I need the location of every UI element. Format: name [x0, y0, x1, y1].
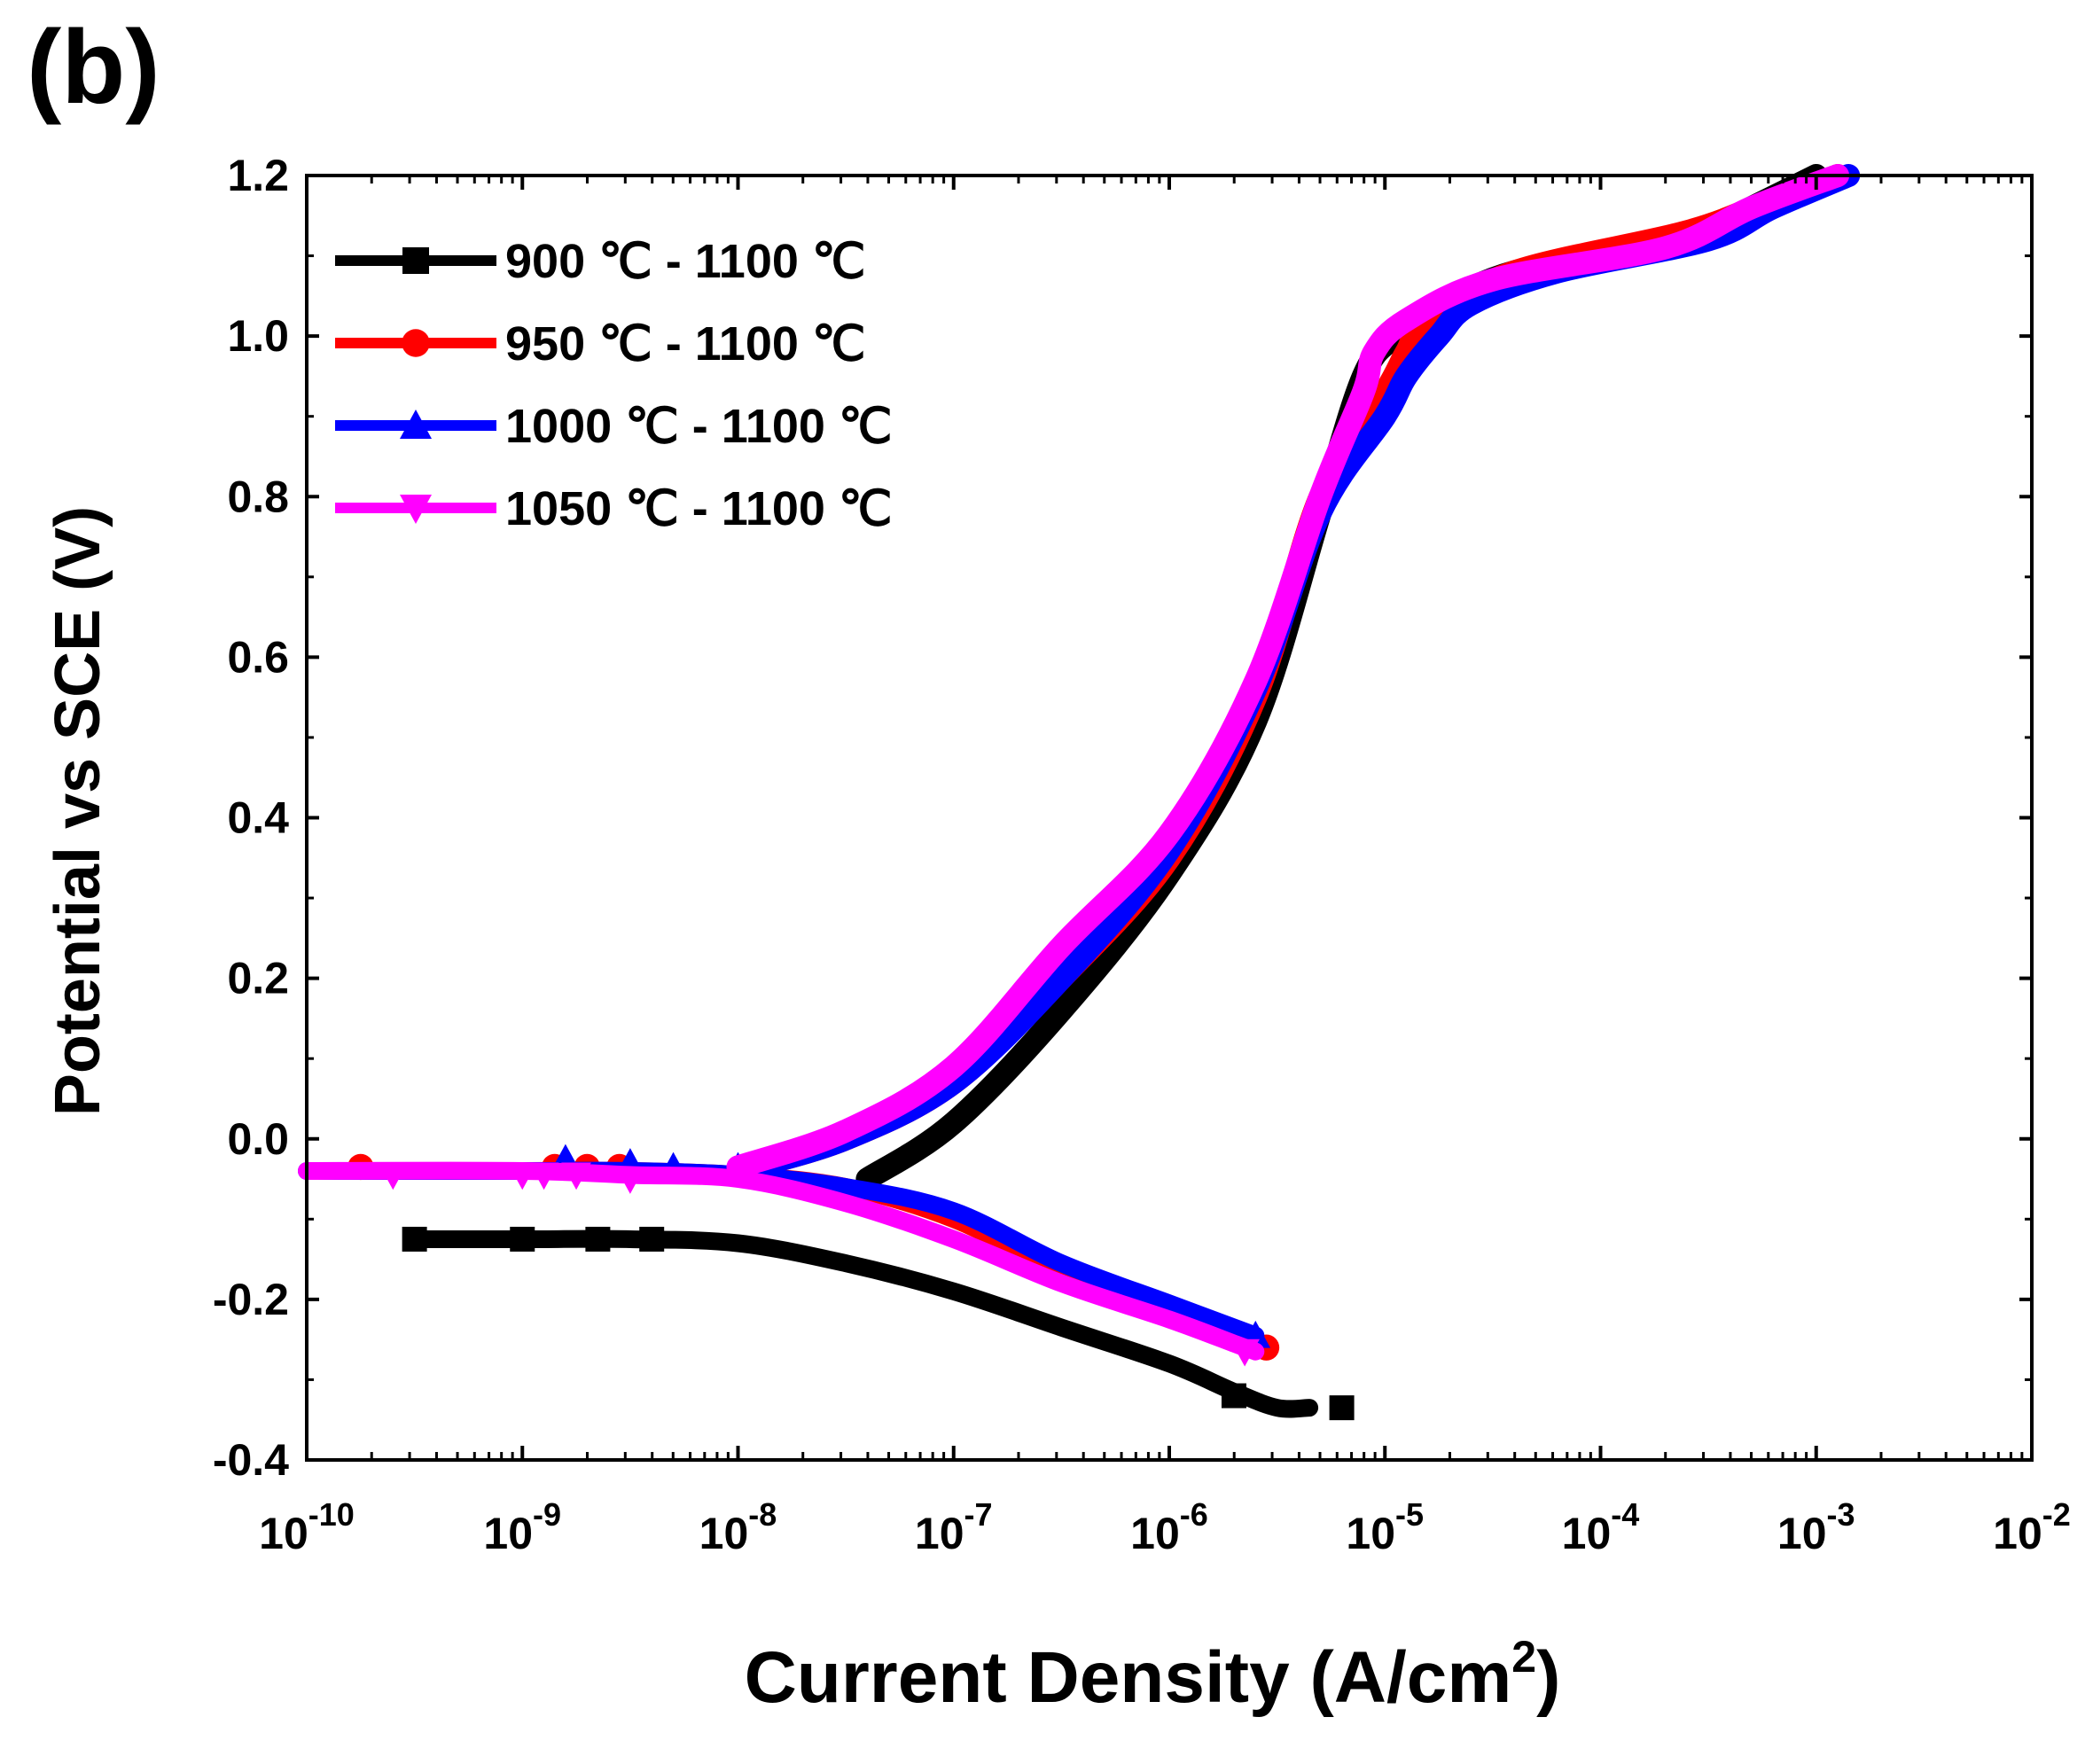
legend-marker-2 — [402, 329, 430, 357]
series-4-marker-5 — [615, 1167, 645, 1194]
x-tick-label-4: 10-6 — [1130, 1496, 1208, 1558]
legend-label-3: 1000 ℃ - 1100 ℃ — [505, 400, 893, 453]
legend-label-2: 950 ℃ - 1100 ℃ — [505, 317, 866, 371]
series-1-marker-3 — [585, 1226, 611, 1252]
y-tick-label-2: 0.8 — [227, 472, 289, 521]
x-axis-title-close: ) — [1536, 1637, 1560, 1718]
series-3-anodic-branch — [726, 164, 1861, 1183]
x-axis-title: Current Density (A/cm2) — [745, 1632, 1561, 1718]
y-tick-label-1: 1.0 — [227, 311, 289, 361]
legend-marker-1 — [402, 247, 429, 274]
legend-item-3: 1000 ℃ - 1100 ℃ — [335, 400, 893, 453]
series-1-marker-5 — [1221, 1383, 1246, 1409]
x-axis-title-main: Current Density (A/cm — [745, 1637, 1512, 1718]
x-tick-label-2: 10-8 — [699, 1496, 777, 1558]
series-1-marker-6 — [1329, 1395, 1355, 1421]
x-tick-label-7: 10-3 — [1777, 1496, 1855, 1558]
y-axis-title: Potential vs SCE (V) — [43, 506, 113, 1116]
series-layer — [298, 164, 1861, 1421]
y-tick-label-3: 0.6 — [227, 632, 289, 682]
legend-item-1: 900 ℃ - 1100 ℃ — [335, 235, 866, 288]
series-4-marker-2 — [507, 1162, 538, 1190]
axes-layer: 1.2 1.0 0.8 0.6 0.4 0.2 0.0 -0.2 -0.4 10-10 10-9 10… — [213, 151, 2071, 1558]
y-tick-label-4: 0.4 — [227, 793, 289, 843]
legend-marker-4 — [400, 495, 432, 524]
legend: 900 ℃ - 1100 ℃ 950 ℃ - 1100 ℃ 1000 ℃ - 110… — [335, 235, 893, 535]
series-4-marker-3 — [528, 1162, 559, 1190]
series-2-anodic-branch — [726, 164, 1850, 1183]
legend-item-2: 950 ℃ - 1100 ℃ — [335, 317, 866, 371]
x-tick-label-1: 10-9 — [483, 1496, 561, 1558]
y-tick-label-0: 1.2 — [227, 151, 289, 200]
y-tick-label-5: 0.2 — [227, 954, 289, 1003]
y-tick-label-6: 0.0 — [227, 1114, 289, 1164]
legend-label-4: 1050 ℃ - 1100 ℃ — [505, 482, 893, 535]
x-tick-label-5: 10-5 — [1346, 1496, 1424, 1558]
legend-label-1: 900 ℃ - 1100 ℃ — [505, 235, 866, 288]
x-axis-title-sup: 2 — [1511, 1632, 1536, 1682]
x-tick-label-8: 10-2 — [1993, 1496, 2071, 1558]
y-tick-label-8: -0.4 — [213, 1435, 289, 1485]
legend-marker-3 — [400, 410, 432, 439]
series-4-cathodic-branch — [298, 1161, 1265, 1361]
x-tick-label-0: 10-10 — [259, 1496, 355, 1558]
legend-item-4: 1050 ℃ - 1100 ℃ — [335, 482, 893, 535]
series-4-anodic-branch — [726, 164, 1850, 1179]
x-tick-label-3: 10-7 — [915, 1496, 993, 1558]
panel-label: (b) — [27, 9, 160, 126]
series-4 — [298, 164, 1850, 1367]
series-1-marker-2 — [510, 1226, 535, 1252]
series-4-marker-4 — [561, 1162, 591, 1190]
series-4-marker-6 — [1230, 1339, 1260, 1367]
series-1-marker-4 — [639, 1226, 665, 1252]
series-1-marker-1 — [402, 1226, 427, 1252]
x-tick-label-6: 10-4 — [1562, 1496, 1640, 1558]
y-tick-label-7: -0.2 — [213, 1275, 289, 1324]
series-4-marker-1 — [378, 1162, 409, 1190]
